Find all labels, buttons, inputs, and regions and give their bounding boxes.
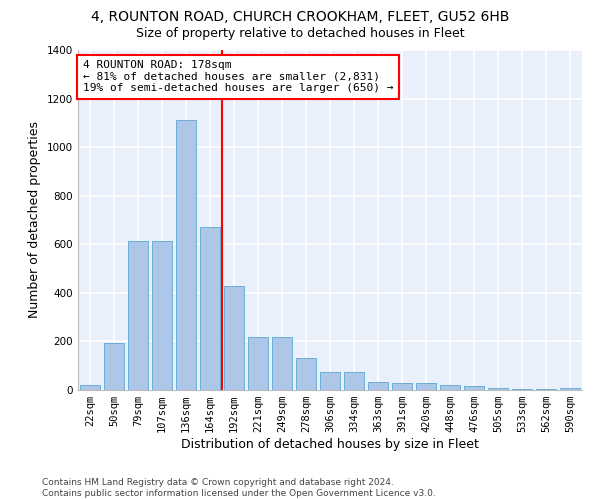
Bar (296, 358, 316, 390)
X-axis label: Distribution of detached houses by size in Fleet: Distribution of detached houses by size … (181, 438, 479, 451)
Bar (488, 388, 508, 390)
Y-axis label: Number of detached properties: Number of detached properties (28, 122, 41, 318)
Bar (440, 385, 460, 390)
Bar (128, 240, 148, 390)
Bar (104, 342, 124, 390)
Bar (200, 228, 220, 390)
Bar (176, 120, 196, 390)
Bar (392, 382, 412, 390)
Bar (560, 388, 580, 390)
Bar (224, 286, 244, 390)
Text: 4 ROUNTON ROAD: 178sqm
← 81% of detached houses are smaller (2,831)
19% of semi-: 4 ROUNTON ROAD: 178sqm ← 81% of detached… (83, 60, 394, 94)
Bar (152, 240, 172, 390)
Bar (344, 372, 364, 390)
Bar (272, 336, 292, 390)
Bar (248, 336, 268, 390)
Bar (368, 382, 388, 390)
Bar (80, 385, 100, 390)
Bar (464, 386, 484, 390)
Bar (416, 382, 436, 390)
Text: 4, ROUNTON ROAD, CHURCH CROOKHAM, FLEET, GU52 6HB: 4, ROUNTON ROAD, CHURCH CROOKHAM, FLEET,… (91, 10, 509, 24)
Bar (320, 372, 340, 390)
Bar (512, 389, 532, 390)
Text: Size of property relative to detached houses in Fleet: Size of property relative to detached ho… (136, 28, 464, 40)
Text: Contains HM Land Registry data © Crown copyright and database right 2024.
Contai: Contains HM Land Registry data © Crown c… (42, 478, 436, 498)
